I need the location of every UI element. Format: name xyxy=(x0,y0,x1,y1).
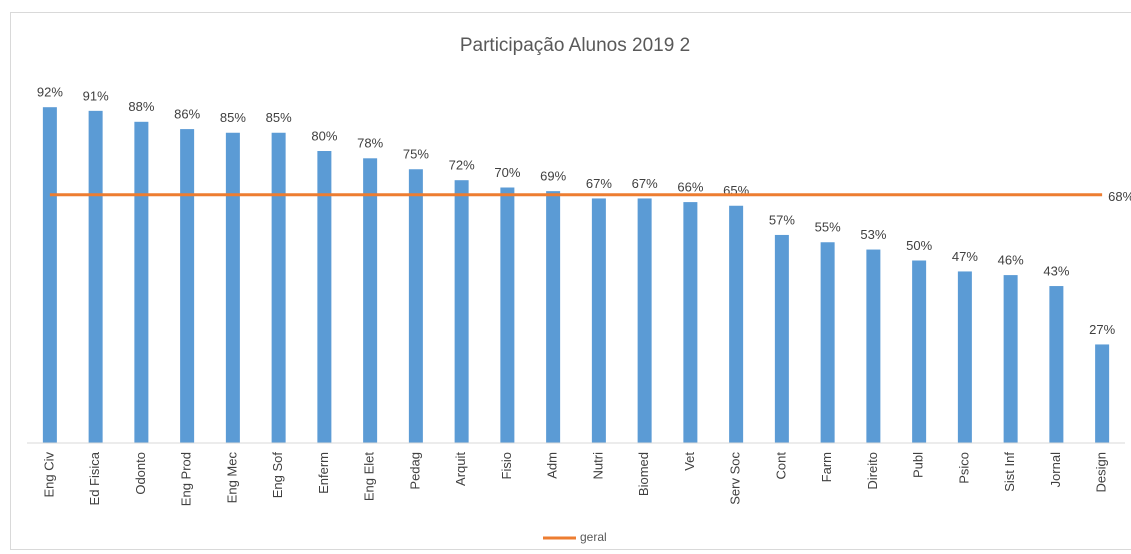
data-label: 50% xyxy=(906,238,932,253)
bar xyxy=(729,205,744,443)
x-tick-label: Vet xyxy=(682,452,697,471)
x-tick-label: Eng Prod xyxy=(179,452,194,506)
x-tick-label: Eng Sof xyxy=(270,452,285,499)
bar xyxy=(42,107,57,443)
data-label: 53% xyxy=(860,227,886,242)
bar xyxy=(683,202,698,443)
data-label: 75% xyxy=(403,147,429,162)
x-tick-label: Farm xyxy=(819,452,834,482)
bar xyxy=(1095,344,1110,443)
x-tick-label: Eng Mec xyxy=(224,452,239,504)
x-tick-label: Jornal xyxy=(1048,452,1063,488)
data-label: 69% xyxy=(540,169,566,184)
x-tick-label: Arquit xyxy=(453,452,468,486)
chart-title: Participação Alunos 2019 2 xyxy=(460,35,690,56)
x-tick-label: Direito xyxy=(865,452,880,490)
x-tick-label: Odonto xyxy=(133,452,148,495)
data-label: 92% xyxy=(37,85,63,100)
x-tick-label: Nutri xyxy=(590,452,605,480)
bar xyxy=(271,132,286,443)
bar xyxy=(134,121,149,444)
x-tick-label: Sist Inf xyxy=(1002,452,1017,492)
bar xyxy=(774,234,789,443)
bar xyxy=(1049,286,1064,443)
chart-frame xyxy=(10,12,1131,550)
data-label: 88% xyxy=(128,99,154,114)
x-tick-label: Adm xyxy=(545,452,560,479)
x-tick-label: Cont xyxy=(773,452,788,480)
legend-label: geral xyxy=(580,530,607,544)
data-label: 27% xyxy=(1089,322,1115,337)
bar xyxy=(1003,275,1018,443)
x-tick-label: Enferm xyxy=(316,452,331,494)
x-tick-label: Publ xyxy=(911,452,926,478)
data-label: 85% xyxy=(266,110,292,125)
bar xyxy=(225,132,240,443)
bar xyxy=(500,187,515,443)
bar xyxy=(957,271,972,443)
x-tick-label: Ed Fisica xyxy=(87,451,102,505)
data-label: 46% xyxy=(998,253,1024,268)
data-label: 55% xyxy=(815,220,841,235)
x-tick-label: Eng Elet xyxy=(362,452,377,502)
bar xyxy=(317,151,332,443)
x-tick-label: Serv Soc xyxy=(728,452,743,505)
data-label: 78% xyxy=(357,136,383,151)
data-label: 80% xyxy=(311,128,337,143)
x-tick-label: Eng Civ xyxy=(41,452,56,498)
x-tick-label: Pedag xyxy=(407,452,422,490)
data-label: 72% xyxy=(449,158,475,173)
bar xyxy=(637,198,652,443)
bar xyxy=(180,129,195,443)
data-label: 47% xyxy=(952,249,978,264)
data-label: 86% xyxy=(174,107,200,122)
bar xyxy=(408,169,423,443)
bar xyxy=(363,158,378,444)
data-label: 91% xyxy=(83,88,109,103)
data-label: 43% xyxy=(1043,263,1069,278)
data-label: 67% xyxy=(632,176,658,191)
bar xyxy=(546,191,561,443)
bar xyxy=(912,260,927,443)
data-label: 57% xyxy=(769,212,795,227)
bar xyxy=(88,110,103,443)
x-tick-label: Design xyxy=(1094,452,1109,492)
bar xyxy=(820,242,835,443)
data-label: 85% xyxy=(220,110,246,125)
data-label: 67% xyxy=(586,176,612,191)
bar xyxy=(866,249,881,443)
bar xyxy=(454,180,469,443)
data-label: 70% xyxy=(494,165,520,180)
line-label: 68% xyxy=(1108,189,1131,204)
x-tick-label: Psico xyxy=(956,452,971,484)
data-label: 66% xyxy=(677,180,703,195)
bar xyxy=(591,198,606,443)
x-tick-label: Fisio xyxy=(499,452,514,479)
x-tick-label: Biomed xyxy=(636,452,651,496)
